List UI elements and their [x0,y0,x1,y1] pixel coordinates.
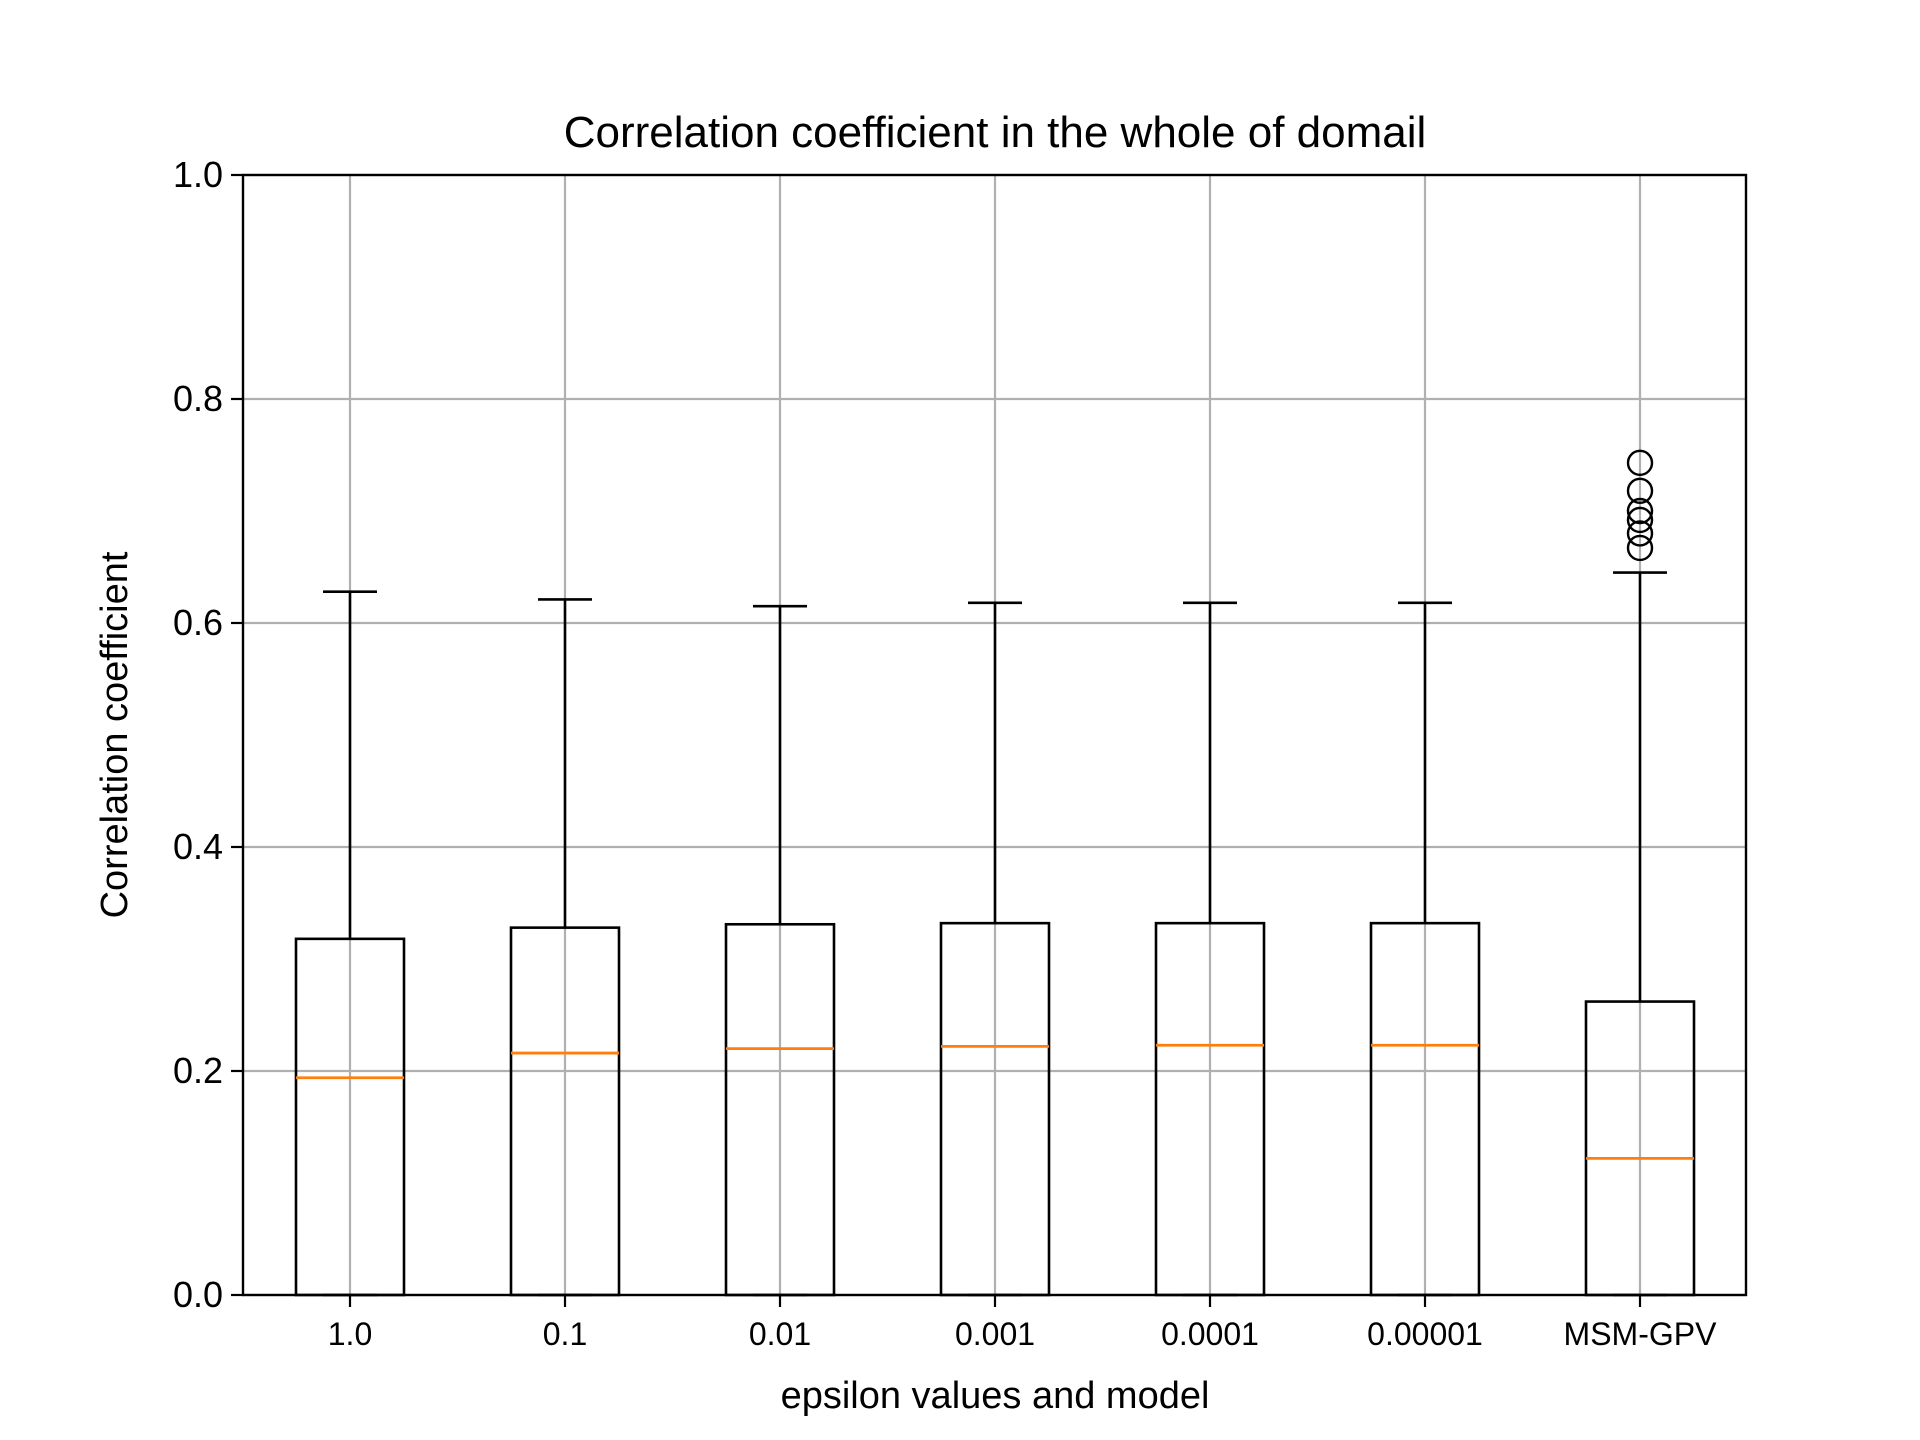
outlier-point [1626,477,1654,505]
x-tick-label: 0.0001 [1161,1316,1259,1352]
x-tick-label: 1.0 [328,1316,372,1352]
y-tick-label: 0.2 [173,1050,223,1091]
box-group [294,590,406,1297]
x-tick-label: 0.00001 [1367,1316,1483,1352]
box-series [294,449,1696,1297]
outlier-point [1626,520,1654,547]
y-tick-label: 0.6 [173,602,223,643]
y-axis-ticks: 0.0 0.2 0.4 0.6 0.8 1.0 [173,154,243,1315]
outlier-point [1626,449,1654,477]
outlier-point [1626,497,1654,525]
x-tick-label: 0.01 [749,1316,811,1352]
outlier-point [1626,506,1654,534]
y-tick-label: 0.4 [173,826,223,867]
x-axis-label: epsilon values and model [781,1375,1210,1417]
y-tick-label: 0.8 [173,378,223,419]
x-tick-label: 0.001 [955,1316,1035,1352]
chart-title: Correlation coefficient in the whole of … [564,108,1427,157]
outlier-point [1626,534,1654,562]
y-tick-label: 1.0 [173,154,223,195]
y-tick-label: 0.0 [173,1274,223,1315]
x-tick-label: MSM-GPV [1564,1316,1718,1352]
y-axis-label: Correlation coefficient [94,551,136,918]
x-tick-label: 0.1 [543,1316,587,1352]
x-axis-ticks: 1.0 0.1 0.01 0.001 0.0001 0.00001 MSM-GPV [328,1295,1717,1352]
